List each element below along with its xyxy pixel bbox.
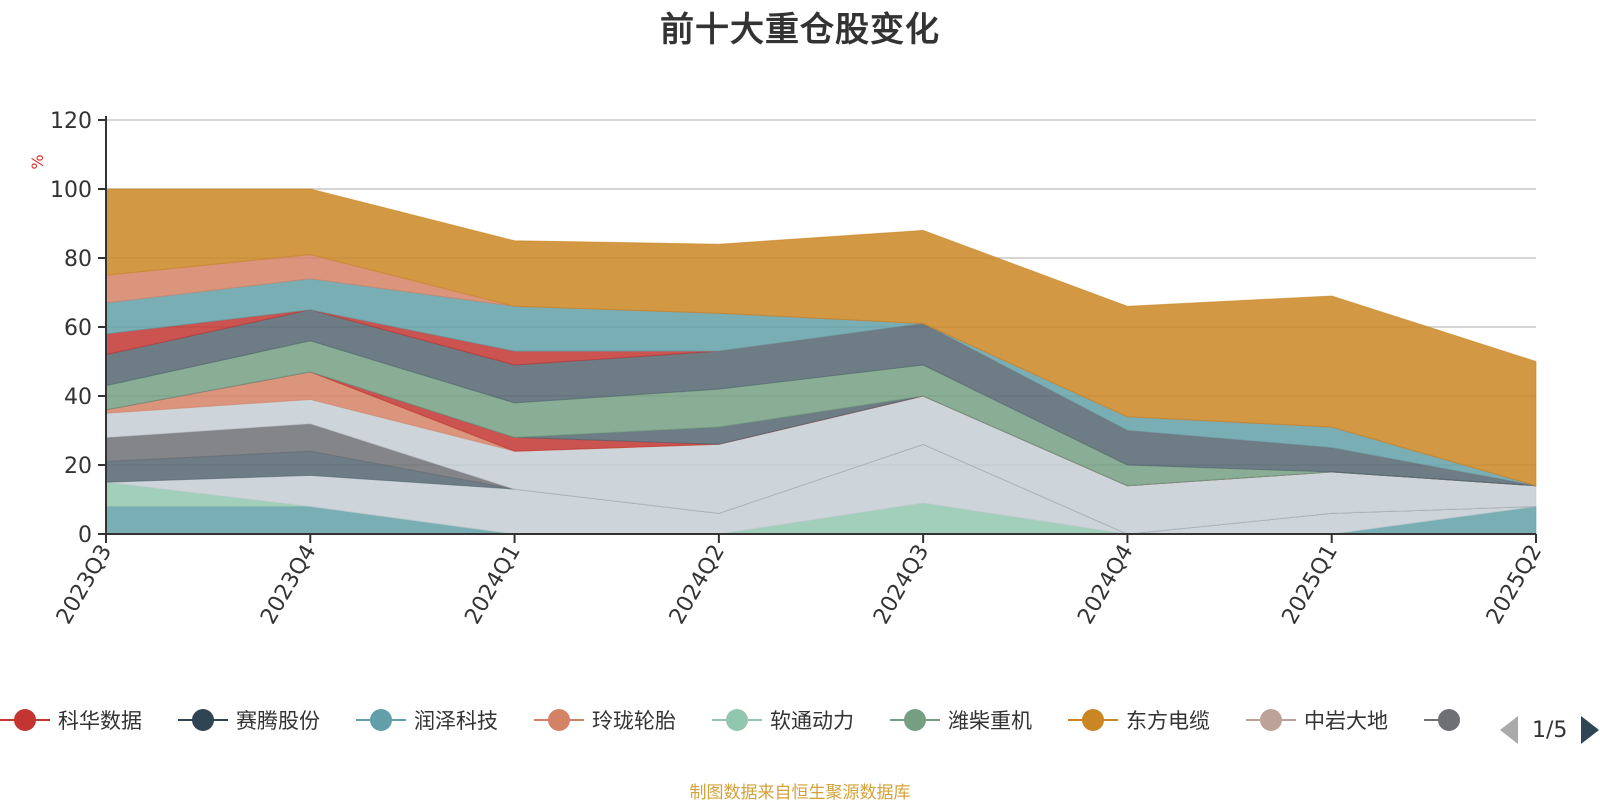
legend-items: 科华数据 赛腾股份 润泽科技 玲珑轮胎 软通动力 潍柴重机 东方电缆 中岩大地 汉 — [0, 700, 1460, 740]
legend-next-page-icon[interactable] — [1581, 716, 1600, 744]
y-tick-label: 80 — [64, 247, 92, 272]
y-tick-label: 20 — [64, 454, 92, 479]
legend-prev-page-icon[interactable] — [1500, 716, 1518, 744]
y-tick-label: 120 — [50, 109, 92, 134]
legend-item[interactable]: 软通动力 — [712, 708, 854, 733]
legend-pager: 1/5 — [1500, 716, 1600, 744]
x-tick-label: 2023Q3 — [52, 541, 117, 629]
legend-label: 潍柴重机 — [948, 709, 1032, 733]
legend-label: 东方电缆 — [1126, 709, 1210, 733]
legend-item[interactable]: 东方电缆 — [1068, 708, 1210, 733]
legend-label: 赛腾股份 — [236, 709, 320, 733]
legend-item[interactable]: 科华数据 — [0, 708, 142, 733]
legend-marker-icon — [1246, 708, 1296, 732]
legend-marker-icon — [890, 708, 940, 732]
legend-item[interactable]: 潍柴重机 — [890, 708, 1032, 733]
legend-item[interactable]: 润泽科技 — [356, 708, 498, 733]
x-tick-label: 2025Q1 — [1278, 541, 1343, 629]
y-tick-label: 100 — [50, 178, 92, 203]
legend-marker-icon — [0, 708, 50, 732]
legend: 科华数据 赛腾股份 润泽科技 玲珑轮胎 软通动力 潍柴重机 东方电缆 中岩大地 汉 — [0, 700, 1600, 740]
legend-item[interactable]: 中岩大地 — [1246, 708, 1388, 733]
legend-label: 润泽科技 — [414, 709, 498, 733]
stacked-area-chart: 0 20 40 60 80 100 120 2023Q3 2023Q4 2024Q1 2024Q2 2… — [28, 109, 1547, 629]
y-axis-unit-label: % — [28, 154, 47, 169]
legend-marker-icon — [1424, 708, 1460, 732]
x-tick-label: 2025Q2 — [1482, 541, 1547, 629]
x-tick-label: 2024Q1 — [460, 541, 525, 629]
legend-item[interactable]: 玲珑轮胎 — [534, 708, 676, 733]
area-layer-15 — [105, 188, 1537, 487]
legend-label: 玲珑轮胎 — [592, 709, 676, 733]
y-tick-label: 60 — [64, 316, 92, 341]
data-source-note: 制图数据来自恒生聚源数据库 — [689, 783, 911, 803]
legend-marker-icon — [178, 708, 228, 732]
y-tick-label: 0 — [78, 523, 92, 548]
y-tick-label: 40 — [64, 385, 92, 410]
legend-item[interactable]: 赛腾股份 — [178, 708, 320, 733]
x-tick-label: 2024Q4 — [1073, 541, 1138, 629]
x-tick-label: 2024Q2 — [665, 541, 730, 629]
legend-item[interactable]: 汉 — [1424, 708, 1460, 732]
area-layers — [105, 188, 1537, 535]
legend-marker-icon — [534, 708, 584, 732]
legend-page-indicator: 1/5 — [1532, 717, 1568, 743]
legend-label: 中岩大地 — [1304, 709, 1388, 733]
legend-marker-icon — [1068, 708, 1118, 732]
chart-title: 前十大重仓股变化 — [660, 10, 940, 50]
legend-label: 软通动力 — [770, 709, 854, 733]
x-tick-label: 2023Q4 — [256, 541, 321, 629]
legend-marker-icon — [356, 708, 406, 732]
x-tick-label: 2024Q3 — [869, 541, 934, 629]
legend-label: 科华数据 — [58, 709, 142, 733]
legend-marker-icon — [712, 708, 762, 732]
